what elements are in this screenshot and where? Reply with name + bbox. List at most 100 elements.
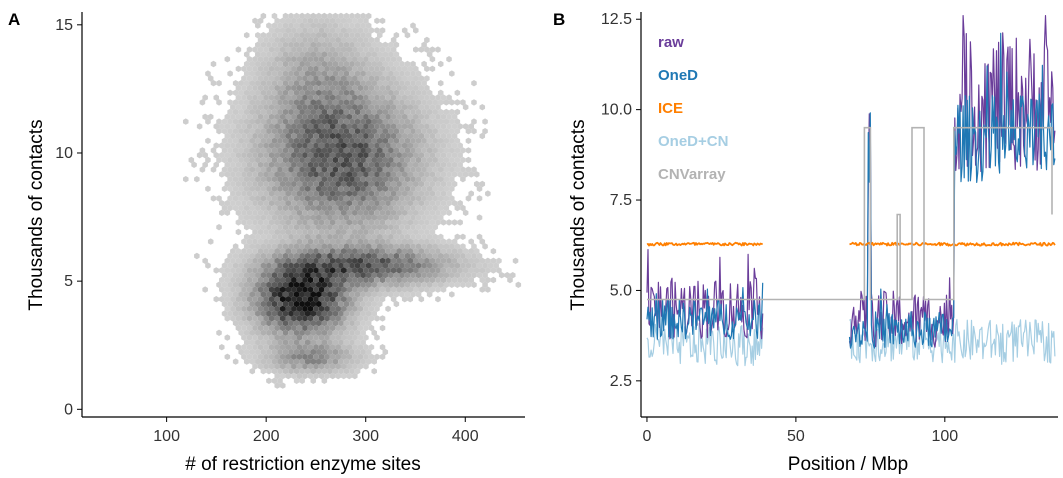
hexbin-cell: [332, 233, 339, 240]
hexbin-cell: [219, 209, 225, 216]
hexbin-cell: [451, 152, 458, 159]
hexbin-cell: [266, 252, 272, 260]
hexbin-cell: [471, 80, 477, 87]
hexbin-cell: [346, 142, 353, 149]
hexbin-cell: [321, 300, 328, 308]
hexbin-cell: [413, 276, 419, 284]
hexbin-cell: [340, 84, 347, 92]
hexbin-cell: [354, 156, 361, 164]
hexbin-cell: [437, 214, 444, 221]
hexbin-cell: [396, 171, 402, 178]
hexbin-cell: [338, 22, 344, 29]
hexbin-cell: [382, 176, 389, 183]
hexbin-cell: [241, 344, 247, 351]
hexbin-cell: [357, 305, 364, 312]
hexbin-cell: [263, 180, 269, 188]
hexbin-cell: [257, 36, 264, 44]
hexbin-cell: [376, 204, 383, 212]
hexbin-cell: [252, 113, 258, 120]
hexbin-cell: [354, 300, 361, 308]
hexbin-cell: [318, 104, 325, 111]
hexbin-cell: [219, 200, 225, 207]
hexbin-cell: [260, 320, 267, 327]
hexbin-cell: [277, 310, 283, 317]
hexbin-cell: [426, 281, 433, 288]
hexbin-cell: [318, 75, 325, 82]
hexbin-cell: [235, 113, 242, 120]
hexbin-cell: [288, 166, 294, 173]
hexbin-cell: [313, 190, 319, 197]
hexbin-cell: [376, 272, 383, 279]
hexbin-cell: [302, 161, 308, 168]
hexbin-cell: [230, 132, 236, 140]
hexbin-cell: [310, 137, 317, 144]
hexbin-cell: [230, 315, 236, 322]
hexbin-cell: [329, 276, 336, 284]
hexbin-cell: [376, 176, 383, 183]
hexbin-cell: [462, 123, 469, 130]
hexbin-cell: [216, 80, 222, 87]
hexbin-cell: [363, 84, 369, 92]
panel-b-y-tick-label: 12.5: [601, 11, 632, 28]
hexbin-cell: [266, 272, 272, 279]
series-line-oned-cn: [646, 323, 764, 367]
hexbin-cell: [468, 257, 474, 264]
hexbin-cell: [329, 315, 336, 322]
hexbin-cell: [285, 296, 292, 303]
hexbin-cell: [252, 257, 258, 264]
hexbin-cell: [274, 94, 280, 101]
hexbin-cell: [316, 224, 322, 231]
hexbin-cell: [363, 296, 369, 303]
hexbin-cell: [304, 214, 311, 221]
hexbin-cell: [296, 84, 303, 92]
hexbin-cell: [221, 166, 228, 173]
hexbin-cell: [243, 99, 250, 106]
hexbin-cell: [285, 142, 292, 149]
hexbin-cell: [296, 56, 303, 63]
hexbin-cell: [451, 123, 458, 130]
hexbin-cell: [365, 185, 372, 192]
hexbin-cell: [266, 128, 272, 135]
hexbin-cell: [410, 137, 416, 144]
hexbin-cell: [257, 286, 264, 293]
hexbin-cell: [316, 156, 322, 164]
hexbin-cell: [282, 224, 289, 231]
hexbin-cell: [318, 334, 325, 341]
hexbin-cell: [324, 113, 330, 120]
hexbin-cell: [307, 180, 314, 188]
hexbin-cell: [318, 228, 325, 236]
hexbin-cell: [335, 180, 341, 188]
hexbin-cell: [310, 41, 317, 48]
hexbin-cell: [382, 272, 389, 279]
hexbin-cell: [238, 348, 244, 356]
hexbin-cell: [443, 204, 450, 212]
hexbin-cell: [285, 75, 292, 82]
hexbin-cell: [382, 204, 389, 212]
hexbin-cell: [390, 94, 397, 101]
hexbin-cell: [252, 267, 258, 274]
hexbin-cell: [354, 348, 361, 356]
hexbin-cell: [421, 118, 427, 125]
hexbin-cell: [443, 272, 450, 279]
hexbin-cell: [379, 142, 386, 149]
hexbin-cell: [266, 291, 272, 298]
hexbin-cell: [268, 305, 275, 312]
legend-entry-raw: raw: [658, 34, 684, 51]
hexbin-cell: [316, 128, 322, 135]
hexbin-cell: [329, 132, 336, 140]
hexbin-cell: [277, 166, 283, 173]
hexbin-cell: [485, 257, 491, 264]
hexbin-cell: [343, 339, 350, 346]
hexbin-cell: [268, 238, 275, 245]
hexbin-cell: [224, 180, 231, 188]
hexbin-cell: [352, 75, 358, 82]
hexbin-cell: [393, 60, 400, 68]
hexbin-cell: [288, 339, 294, 346]
hexbin-cell: [390, 152, 397, 159]
hexbin-cell: [288, 329, 294, 336]
hexbin-cell: [343, 80, 350, 87]
hexbin-cell: [338, 176, 344, 183]
hexbin-cell: [365, 108, 372, 116]
hexbin-cell: [307, 142, 314, 149]
hexbin-cell: [249, 252, 256, 260]
